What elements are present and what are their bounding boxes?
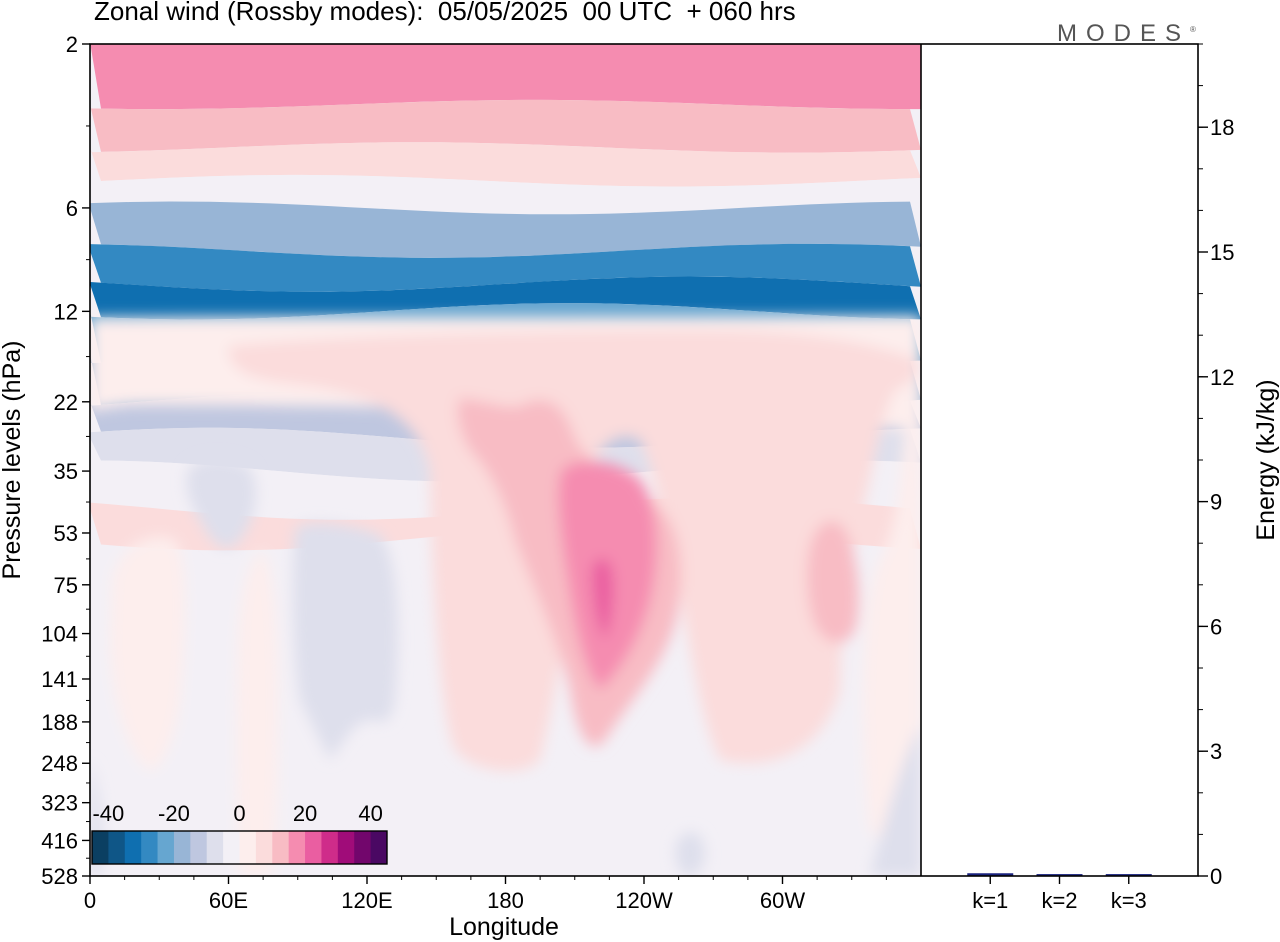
y-tick-label: 6 [66,196,78,221]
y-tick-label: 188 [41,710,78,735]
x-tick-label: 120E [341,888,392,913]
y-tick-label: 12 [54,299,78,324]
contour-band [90,243,921,292]
colorbar-swatch [272,831,290,864]
contour-band [90,142,921,187]
x-axis-title: Longitude [449,913,559,941]
y-tick-label: 104 [41,622,78,647]
bottom-axis: 0 60E 120E 180 120W 60W [84,876,887,913]
energy-tick-label: 12 [1210,365,1234,390]
colorbar-swatch [124,831,142,864]
colorbar-label: -40 [92,801,124,826]
contour-band [90,99,921,153]
energy-tick-label: 0 [1210,864,1222,889]
colorbar-swatch [92,831,109,864]
colorbar-swatch [337,831,355,864]
contour-band [90,44,921,110]
y-tick-label: 2 [66,32,78,57]
colorbar-swatch [206,831,224,864]
x-tick-label: 0 [84,888,96,913]
energy-bars [967,873,1152,876]
energy-tick-label: 3 [1210,739,1222,764]
colorbar-swatch [223,831,240,864]
colorbar-swatch [305,831,322,864]
energy-tick-label: 18 [1210,115,1234,140]
bar-category-label: k=1 [972,888,1008,913]
colorbar-swatch [370,831,388,864]
right-axis: 0 3 6 9 12 15 18 [1198,43,1234,889]
energy-axis-title: Energy (kJ/kg) [1252,379,1280,540]
colorbar-label: -20 [158,801,190,826]
bar-category-label: k=2 [1041,888,1077,913]
contour-field [90,44,921,876]
colorbar-swatch [108,831,126,864]
left-axis: 2 6 12 22 35 53 75 104 141 188 248 323 416 528 [41,32,90,889]
x-tick-label: 120W [615,888,673,913]
colorbar [91,830,388,865]
y-tick-label: 141 [41,667,78,692]
y-tick-label: 22 [54,390,78,415]
x-tick-label: 180 [487,888,524,913]
brand-logo: MODES® [1057,20,1196,48]
energy-tick-label: 6 [1210,614,1222,639]
brand-text: MODES [1057,20,1191,47]
y-tick-label: 53 [54,521,78,546]
energy-tick-label: 9 [1210,490,1222,515]
x-tick-label: 60E [209,888,248,913]
y-tick-label: 323 [41,791,78,816]
colorbar-swatch [157,831,175,864]
x-tick-label: 60W [760,888,805,913]
colorbar-swatch [239,831,257,864]
contour-band [90,276,921,320]
chart-title: Zonal wind (Rossby modes): 05/05/2025 00… [94,0,796,26]
colorbar-label: 0 [233,801,245,826]
energy-bar [1105,874,1152,876]
brand-mark: ® [1190,25,1196,34]
contour-band [90,201,921,258]
colorbar-label: 20 [293,801,317,826]
colorbar-swatch [190,831,208,864]
colorbar-swatch [173,831,191,864]
contour-band [90,174,921,215]
tropospheric-features [90,316,921,876]
colorbar-swatch [141,831,159,864]
colorbar-frame [91,830,388,865]
colorbar-swatch [255,831,273,864]
y-axis-title: Pressure levels (hPa) [0,341,26,580]
energy-bar [967,873,1014,876]
bar-category-labels: k=1 k=2 k=3 [972,876,1147,913]
colorbar-swatch [354,831,372,864]
energy-tick-label: 15 [1210,240,1234,265]
colorbar-swatch [321,831,339,864]
energy-bar [1036,874,1083,876]
colorbar-label: 40 [358,801,382,826]
y-tick-label: 416 [41,828,78,853]
energy-panel [921,44,1198,876]
colorbar-labels: -40 -20 0 20 40 [92,801,382,826]
colorbar-swatch [288,831,306,864]
y-tick-label: 75 [54,573,78,598]
y-tick-label: 35 [54,459,78,484]
y-tick-label: 528 [41,864,78,889]
bar-category-label: k=3 [1111,888,1147,913]
y-tick-label: 248 [41,751,78,776]
